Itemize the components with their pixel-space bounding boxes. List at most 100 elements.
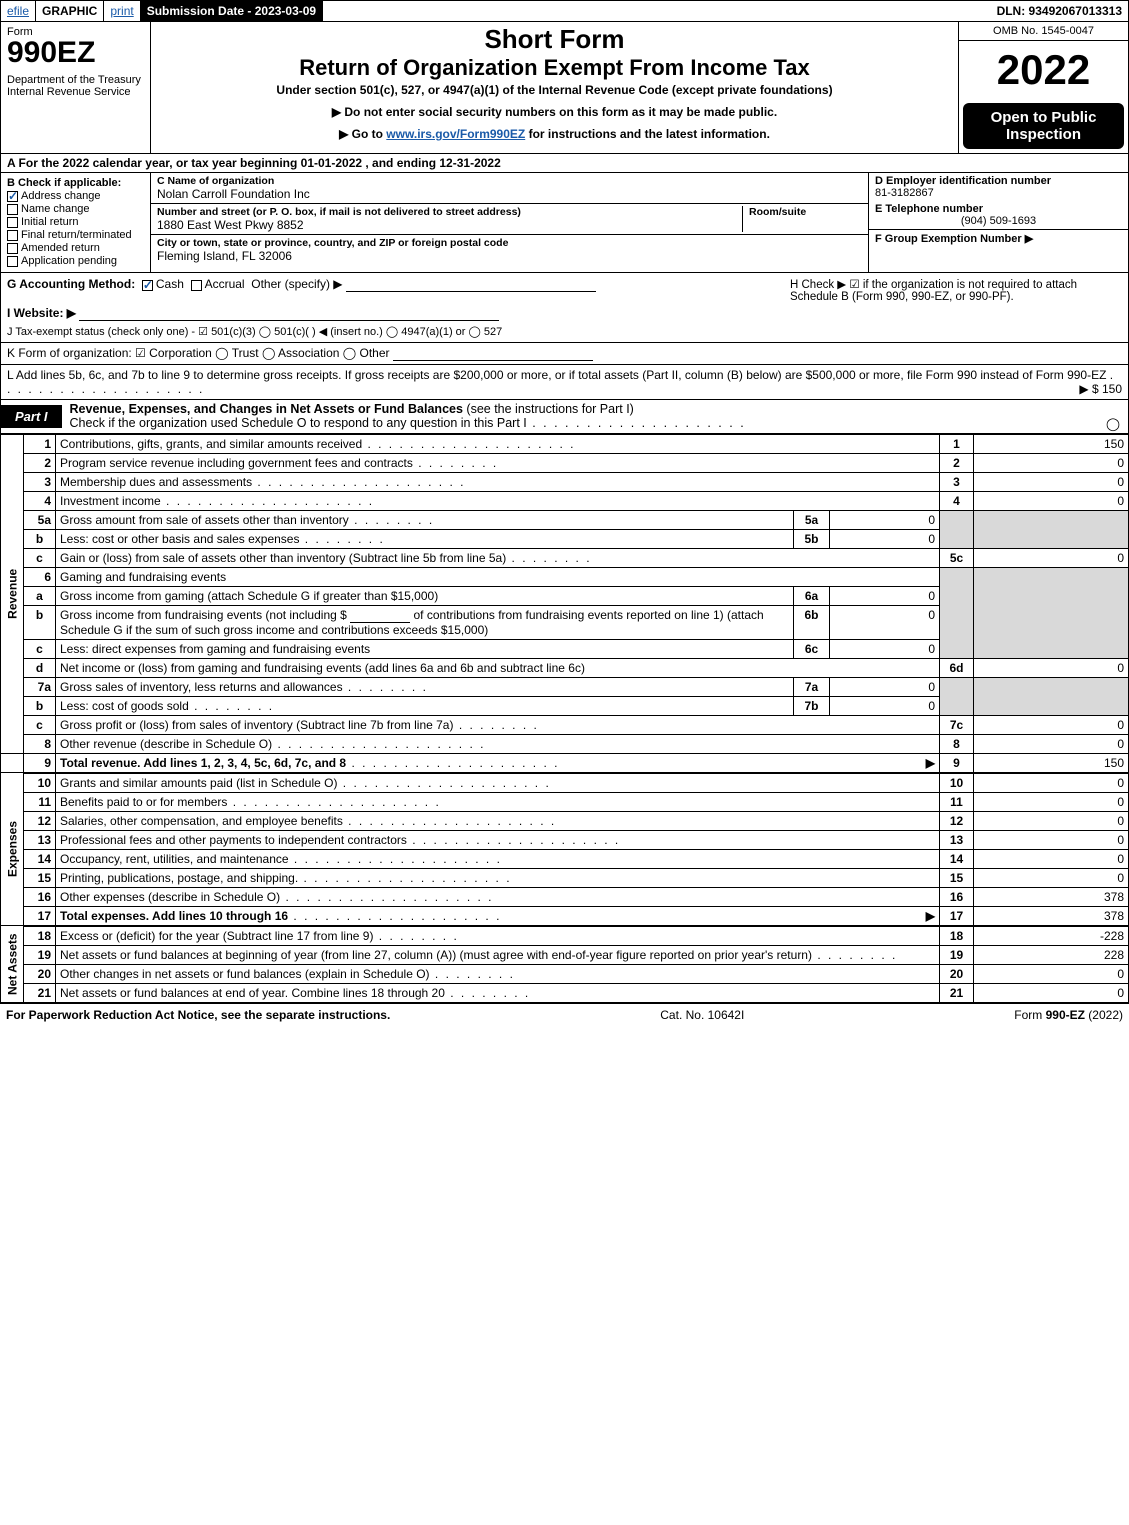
l1-num: 1 — [24, 434, 56, 453]
l20-rn: 20 — [940, 964, 974, 983]
open-to-public: Open to Public Inspection — [963, 103, 1124, 149]
c-street-label: Number and street (or P. O. box, if mail… — [157, 206, 742, 218]
l7ab-rv-grey — [974, 677, 1129, 715]
chk-amended-return[interactable]: Amended return — [7, 242, 144, 254]
k-other-input[interactable] — [393, 347, 593, 361]
form-right: OMB No. 1545-0047 2022 Open to Public In… — [958, 22, 1128, 153]
row-a-tax-year: A For the 2022 calendar year, or tax yea… — [0, 154, 1129, 173]
part1-checkbox[interactable]: ◯ — [1106, 416, 1120, 431]
l21-num: 21 — [24, 983, 56, 1002]
l6b-iv: 0 — [830, 605, 940, 639]
l6b-blank[interactable] — [350, 609, 410, 623]
l3-rn: 3 — [940, 472, 974, 491]
l21-rv: 0 — [974, 983, 1129, 1002]
l7b-ib: 7b — [794, 696, 830, 715]
l6-desc: Gaming and fundraising events — [56, 567, 940, 586]
e-cell: E Telephone number (904) 509-1693 — [869, 201, 1128, 229]
l7a-ib: 7a — [794, 677, 830, 696]
l10-rn: 10 — [940, 773, 974, 792]
d-cell: D Employer identification number 81-3182… — [869, 173, 1128, 201]
l7b-num: b — [24, 696, 56, 715]
section-ghij: H Check ▶ ☑ if the organization is not r… — [0, 273, 1129, 343]
l10-num: 10 — [24, 773, 56, 792]
form-center: Short Form Return of Organization Exempt… — [151, 22, 958, 153]
efile-link[interactable]: efile — [7, 4, 29, 18]
l7a-iv: 0 — [830, 677, 940, 696]
g-other-input[interactable] — [346, 278, 596, 292]
c-name-cell: C Name of organization Nolan Carroll Fou… — [151, 173, 868, 204]
print-cell: print — [104, 1, 140, 21]
l3-num: 3 — [24, 472, 56, 491]
chk-name-change[interactable]: Name change — [7, 203, 144, 215]
l8-rv: 0 — [974, 734, 1129, 753]
l2-rn: 2 — [940, 453, 974, 472]
l9-desc: Total revenue. Add lines 1, 2, 3, 4, 5c,… — [56, 753, 940, 772]
netassets-table: Net Assets 18 Excess or (deficit) for th… — [0, 926, 1129, 1003]
l4-desc: Investment income — [56, 491, 940, 510]
e-label: E Telephone number — [875, 203, 1122, 215]
submission-date: Submission Date - 2023-03-09 — [141, 1, 323, 21]
f-label: F Group Exemption Number — [875, 233, 1022, 245]
l20-desc: Other changes in net assets or fund bala… — [56, 964, 940, 983]
l-line: L Add lines 5b, 6c, and 7b to line 9 to … — [0, 365, 1129, 400]
l6d-desc: Net income or (loss) from gaming and fun… — [56, 658, 940, 677]
l11-rn: 11 — [940, 792, 974, 811]
l13-rv: 0 — [974, 830, 1129, 849]
l7b-iv: 0 — [830, 696, 940, 715]
c-street-cell: Number and street (or P. O. box, if mail… — [151, 204, 868, 235]
print-link[interactable]: print — [110, 4, 133, 18]
l16-rv: 378 — [974, 887, 1129, 906]
department: Department of the Treasury Internal Reve… — [7, 74, 144, 98]
l15-desc: Printing, publications, postage, and shi… — [56, 868, 940, 887]
irs-link[interactable]: www.irs.gov/Form990EZ — [386, 127, 525, 141]
l6c-desc: Less: direct expenses from gaming and fu… — [56, 639, 794, 658]
netassets-sidelabel: Net Assets — [1, 926, 24, 1002]
l5c-num: c — [24, 548, 56, 567]
l13-rn: 13 — [940, 830, 974, 849]
l5c-rv: 0 — [974, 548, 1129, 567]
l6a-ib: 6a — [794, 586, 830, 605]
graphic-label: GRAPHIC — [42, 4, 97, 18]
website-input[interactable] — [79, 307, 499, 321]
chk-address-change[interactable]: Address change — [7, 190, 144, 202]
form-left: Form 990EZ Department of the Treasury In… — [1, 22, 151, 153]
col-de: D Employer identification number 81-3182… — [868, 173, 1128, 272]
l12-num: 12 — [24, 811, 56, 830]
chk-cash[interactable] — [142, 280, 153, 291]
chk-final-return[interactable]: Final return/terminated — [7, 229, 144, 241]
l8-num: 8 — [24, 734, 56, 753]
l6d-rn: 6d — [940, 658, 974, 677]
revenue-sidelabel: Revenue — [1, 434, 24, 753]
l15-rn: 15 — [940, 868, 974, 887]
chk-initial-return[interactable]: Initial return — [7, 216, 144, 228]
l12-rv: 0 — [974, 811, 1129, 830]
note-ssn: ▶ Do not enter social security numbers o… — [159, 105, 950, 119]
graphic-cell: GRAPHIC — [36, 1, 104, 21]
l1-rn: 1 — [940, 434, 974, 453]
l2-num: 2 — [24, 453, 56, 472]
l2-desc: Program service revenue including govern… — [56, 453, 940, 472]
l6-rn-grey — [940, 567, 974, 658]
chk-accrual[interactable] — [191, 280, 202, 291]
l7a-num: 7a — [24, 677, 56, 696]
l5b-ib: 5b — [794, 529, 830, 548]
expenses-table: Expenses 10 Grants and similar amounts p… — [0, 773, 1129, 926]
l-amount: ▶ $ 150 — [1079, 382, 1122, 396]
form-number: 990EZ — [7, 38, 144, 68]
l6c-iv: 0 — [830, 639, 940, 658]
l9-rv: 150 — [974, 753, 1129, 772]
l13-num: 13 — [24, 830, 56, 849]
l10-rv: 0 — [974, 773, 1129, 792]
b-title: B Check if applicable: — [7, 177, 144, 189]
l4-num: 4 — [24, 491, 56, 510]
l18-rn: 18 — [940, 926, 974, 945]
note-goto-post: for instructions and the latest informat… — [525, 127, 770, 141]
note-goto: ▶ Go to www.irs.gov/Form990EZ for instru… — [159, 127, 950, 141]
col-c: C Name of organization Nolan Carroll Fou… — [151, 173, 868, 272]
l15-rv: 0 — [974, 868, 1129, 887]
l5c-rn: 5c — [940, 548, 974, 567]
dln: DLN: 93492067013313 — [991, 1, 1128, 21]
l17-rv: 378 — [974, 906, 1129, 925]
chk-application-pending[interactable]: Application pending — [7, 255, 144, 267]
l20-num: 20 — [24, 964, 56, 983]
